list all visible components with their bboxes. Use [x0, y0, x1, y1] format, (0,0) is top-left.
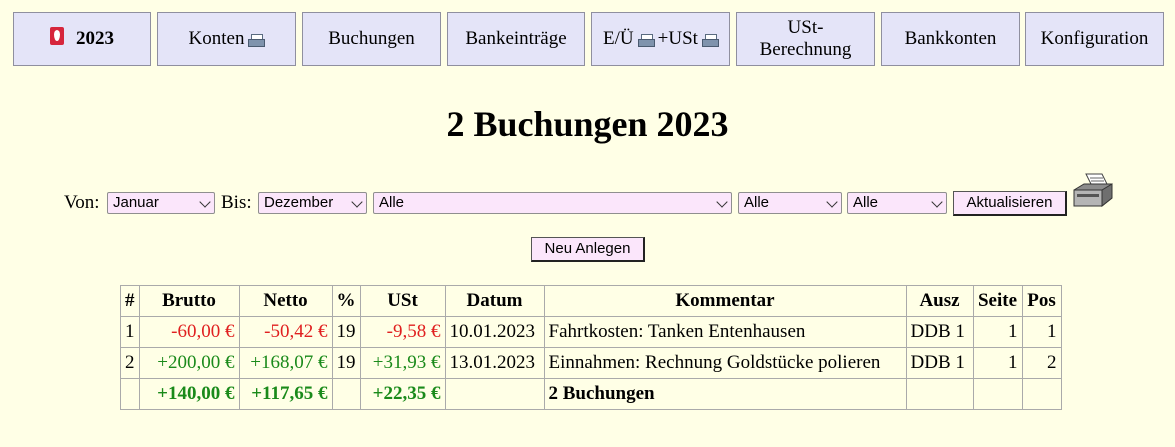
tab-bankkonten-label: Bankkonten: [904, 28, 997, 49]
tab-konten-label: Konten: [188, 28, 245, 49]
column-header: USt: [359, 285, 446, 317]
von-select[interactable]: Januar: [107, 192, 215, 214]
tab-buchungen[interactable]: Buchungen: [302, 12, 441, 66]
tab-bankeintraege-label: Bankeinträge: [465, 28, 567, 49]
cell-pos: 2: [1021, 347, 1062, 379]
tab-ust-berechnung-label: USt-Berechnung: [759, 17, 852, 60]
cell-ust: -9,58 €: [359, 316, 446, 348]
konto-select[interactable]: Alle: [373, 192, 732, 214]
printer-icon[interactable]: [248, 34, 266, 47]
cell-empty: [444, 378, 545, 410]
column-header: Kommentar: [543, 285, 907, 317]
tab-year-label: 2023: [76, 28, 114, 49]
column-header: Netto: [238, 285, 333, 317]
column-header: #: [120, 285, 140, 317]
filter2-select[interactable]: Alle: [738, 192, 842, 214]
column-header: %: [331, 285, 361, 317]
bis-select-value: Dezember: [264, 194, 334, 211]
print-icon[interactable]: [1072, 172, 1114, 212]
von-label: Von:: [64, 192, 100, 213]
tab-konfiguration[interactable]: Konfiguration: [1025, 12, 1164, 66]
tab-ust-berechnung[interactable]: USt-Berechnung: [736, 12, 875, 66]
cell-percent: 19: [331, 347, 361, 379]
cell-pos: 1: [1021, 316, 1062, 348]
chevron-down-icon: [351, 196, 363, 208]
refresh-button[interactable]: Aktualisieren: [953, 191, 1067, 216]
chevron-down-icon: [199, 196, 211, 208]
cell-datum: 13.01.2023: [444, 347, 545, 379]
cell-nr: 1: [120, 316, 140, 348]
column-header: Brutto: [138, 285, 240, 317]
cell-empty: [905, 378, 974, 410]
chevron-down-icon: [826, 196, 838, 208]
filter3-select[interactable]: Alle: [847, 192, 947, 214]
cell-empty: [331, 378, 361, 410]
cell-ausz: DDB 1: [905, 347, 974, 379]
filter3-select-value: Alle: [853, 194, 879, 211]
bis-label: Bis:: [221, 192, 252, 213]
table-header-row: # Brutto Netto % USt Datum Kommentar Aus…: [120, 285, 1062, 317]
chevron-down-icon: [931, 196, 943, 208]
cell-ust: +31,93 €: [359, 347, 446, 379]
cell-netto: -50,42 €: [238, 316, 333, 348]
cell-seite: 1: [972, 316, 1023, 348]
cell-empty: [120, 378, 140, 410]
chevron-down-icon: [716, 196, 728, 208]
cell-brutto: +200,00 €: [138, 347, 240, 379]
column-header: Seite: [972, 285, 1023, 317]
cell-kommentar[interactable]: Einnahmen: Rechnung Goldstücke polieren: [543, 347, 907, 379]
new-entry-button[interactable]: Neu Anlegen: [531, 237, 645, 262]
tab-eu-ust[interactable]: E/Ü +USt: [591, 12, 730, 66]
table-row[interactable]: 2 +200,00 € +168,07 € 19 +31,93 € 13.01.…: [120, 347, 1062, 379]
sum-brutto: +140,00 €: [138, 378, 240, 410]
tab-konfiguration-label: Konfiguration: [1040, 28, 1149, 49]
cell-empty: [1021, 378, 1062, 410]
tab-ust-label: +USt: [657, 28, 698, 49]
table-sum-row: +140,00 € +117,65 € +22,35 € 2 Buchungen: [120, 378, 1062, 410]
table-row[interactable]: 1 -60,00 € -50,42 € 19 -9,58 € 10.01.202…: [120, 316, 1062, 348]
tab-bankeintraege[interactable]: Bankeinträge: [447, 12, 585, 66]
app-logo-icon: [50, 27, 64, 45]
column-header: Datum: [444, 285, 545, 317]
cell-ausz: DDB 1: [905, 316, 974, 348]
tab-year[interactable]: 2023: [13, 12, 151, 66]
cell-brutto: -60,00 €: [138, 316, 240, 348]
filter-bar: Von: Januar Bis: Dezember Alle Alle Alle…: [0, 190, 1175, 220]
printer-icon[interactable]: [637, 34, 655, 47]
sum-kommentar: 2 Buchungen: [543, 378, 907, 410]
von-select-value: Januar: [113, 194, 159, 211]
cell-empty: [972, 378, 1023, 410]
column-header: Ausz: [905, 285, 974, 317]
printer-icon[interactable]: [701, 34, 719, 47]
cell-kommentar[interactable]: Fahrtkosten: Tanken Entenhausen: [543, 316, 907, 348]
cell-seite: 1: [972, 347, 1023, 379]
tab-konten[interactable]: Konten: [157, 12, 296, 66]
cell-netto: +168,07 €: [238, 347, 333, 379]
tab-bankkonten[interactable]: Bankkonten: [881, 12, 1020, 66]
filter2-select-value: Alle: [744, 194, 770, 211]
cell-percent: 19: [331, 316, 361, 348]
sum-netto: +117,65 €: [238, 378, 333, 410]
bookings-table: # Brutto Netto % USt Datum Kommentar Aus…: [120, 285, 1062, 410]
bis-select[interactable]: Dezember: [258, 192, 367, 214]
page-title: 2 Buchungen 2023: [446, 104, 729, 144]
tab-eu-label: E/Ü: [603, 28, 634, 49]
column-header: Pos: [1021, 285, 1062, 317]
konto-select-value: Alle: [379, 194, 405, 211]
tab-buchungen-label: Buchungen: [328, 28, 415, 49]
cell-datum: 10.01.2023: [444, 316, 545, 348]
cell-nr: 2: [120, 347, 140, 379]
sum-ust: +22,35 €: [359, 378, 446, 410]
